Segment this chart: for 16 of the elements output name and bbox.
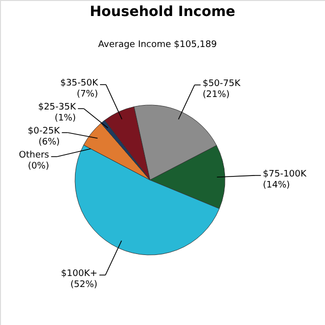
chart-title: Household Income [90,4,236,20]
slice-label: $50-75K [202,78,242,89]
slice-label: $75-100K [262,169,308,180]
data-label: (6%) [38,138,60,148]
text: (0%) [28,162,50,172]
data-label: (14%) [262,180,290,190]
slice-label: $0-25K [28,126,61,137]
slice-label: $100K+ [61,269,98,280]
legend-label: Others [18,150,50,161]
data-label: (1%) [54,114,76,124]
slice-label: $35-50K [60,78,100,89]
data-label: (21%) [202,90,230,100]
slice-label: $25-35K [38,102,77,113]
data-label: (52%) [70,280,98,290]
data-label: (7%) [76,90,98,100]
chart-subtitle: Average Income $105,189 [98,40,218,50]
